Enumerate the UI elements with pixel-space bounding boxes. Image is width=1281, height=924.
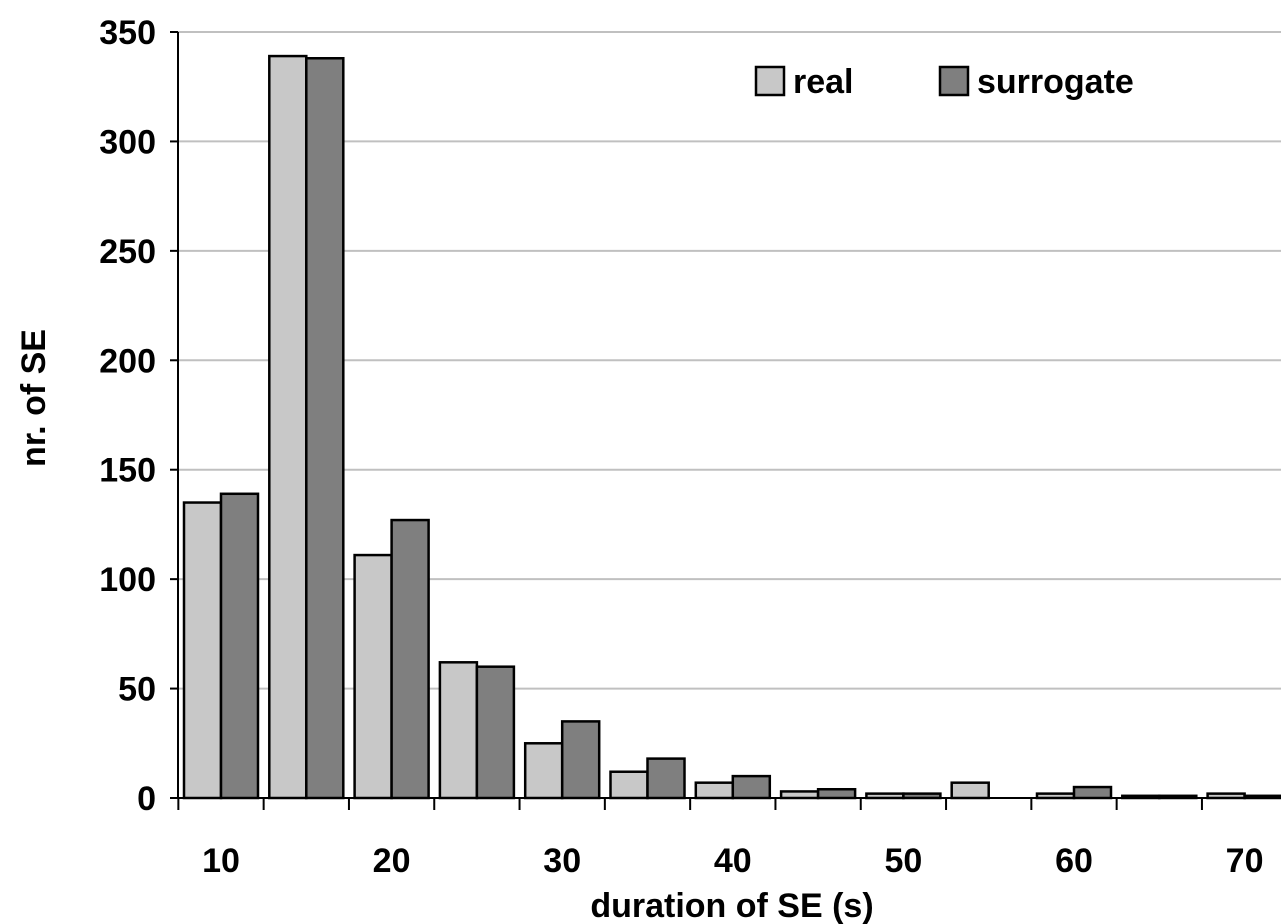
x-tick-label: 40: [714, 842, 752, 880]
bar-real-25: [438, 661, 479, 800]
legend-swatch-real: [754, 65, 786, 97]
bar-real-35: [609, 770, 649, 800]
y-tick-label: 0: [137, 780, 156, 818]
bar-real-10: [182, 501, 223, 800]
bar-real-15: [268, 54, 308, 800]
x-tick-label: 70: [1226, 842, 1264, 880]
bar-surrogate-60: [1072, 785, 1113, 800]
bar-real-30: [523, 742, 564, 800]
bar-real-20: [353, 553, 393, 800]
bar-surrogate-20: [390, 518, 430, 800]
bar-surrogate-45: [816, 787, 857, 800]
bar-surrogate-25: [475, 665, 516, 800]
legend-label-real: real: [793, 63, 854, 101]
bar-real-55: [950, 781, 990, 800]
y-axis-title: nr. of SE: [15, 329, 53, 467]
x-tick-label: 50: [884, 842, 922, 880]
bar-surrogate-40: [731, 774, 772, 800]
x-axis-title: duration of SE (s): [590, 887, 873, 924]
legend-label-surrogate: surrogate: [977, 63, 1134, 101]
x-tick-label: 60: [1055, 842, 1093, 880]
y-tick-label: 250: [99, 233, 156, 271]
axes: [177, 32, 1281, 799]
y-tick-label: 100: [99, 561, 156, 599]
y-tick-label: 50: [118, 671, 156, 709]
y-tick-label: 200: [99, 342, 156, 380]
x-tick-label: 20: [373, 842, 411, 880]
legend-swatch-surrogate: [938, 65, 970, 97]
bar-surrogate-35: [646, 757, 686, 800]
bars: [182, 54, 1281, 800]
legend: real surrogate: [754, 63, 1134, 101]
y-tick-label: 150: [99, 452, 156, 490]
x-tick-label: 10: [202, 842, 240, 880]
x-tick-label: 30: [543, 842, 581, 880]
bar-surrogate-10: [219, 492, 260, 800]
y-tick-labels: 0 50 100 150 200 250 300 350: [99, 14, 178, 818]
bar-real-40: [694, 781, 735, 800]
bar-surrogate-15: [305, 57, 345, 800]
y-tick-label: 350: [99, 14, 156, 52]
x-tick-labels: 10 20 30 40 50 60 70: [177, 798, 1264, 880]
bar-surrogate-30: [560, 720, 601, 800]
y-tick-label: 300: [99, 123, 156, 161]
